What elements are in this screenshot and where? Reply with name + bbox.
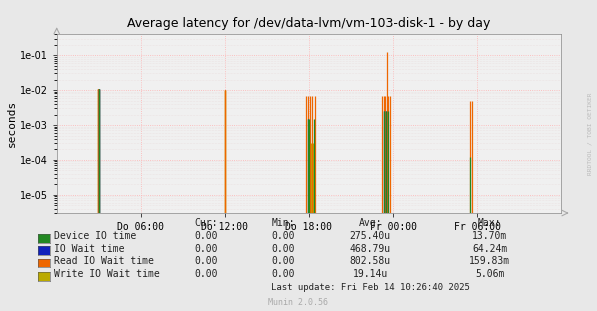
Text: Device IO time: Device IO time bbox=[54, 231, 136, 241]
Text: 0.00: 0.00 bbox=[272, 256, 296, 266]
Y-axis label: seconds: seconds bbox=[7, 100, 17, 147]
Text: 275.40u: 275.40u bbox=[350, 231, 390, 241]
Text: IO Wait time: IO Wait time bbox=[54, 244, 124, 254]
Text: RRDTOOL / TOBI OETIKER: RRDTOOL / TOBI OETIKER bbox=[587, 92, 592, 175]
Text: Read IO Wait time: Read IO Wait time bbox=[54, 256, 153, 266]
Text: 0.00: 0.00 bbox=[194, 231, 218, 241]
Text: 0.00: 0.00 bbox=[194, 244, 218, 254]
Text: 0.00: 0.00 bbox=[194, 256, 218, 266]
Text: Last update: Fri Feb 14 10:26:40 2025: Last update: Fri Feb 14 10:26:40 2025 bbox=[270, 283, 470, 292]
Text: Max:: Max: bbox=[478, 218, 501, 228]
Text: 64.24m: 64.24m bbox=[472, 244, 507, 254]
Text: 0.00: 0.00 bbox=[272, 231, 296, 241]
Text: 0.00: 0.00 bbox=[272, 269, 296, 279]
Text: 159.83m: 159.83m bbox=[469, 256, 510, 266]
Text: 5.06m: 5.06m bbox=[475, 269, 504, 279]
Text: 0.00: 0.00 bbox=[194, 269, 218, 279]
Text: 0.00: 0.00 bbox=[272, 244, 296, 254]
Text: Munin 2.0.56: Munin 2.0.56 bbox=[269, 298, 328, 307]
Title: Average latency for /dev/data-lvm/vm-103-disk-1 - by day: Average latency for /dev/data-lvm/vm-103… bbox=[127, 17, 491, 30]
Text: 19.14u: 19.14u bbox=[352, 269, 388, 279]
Text: 468.79u: 468.79u bbox=[350, 244, 390, 254]
Text: 802.58u: 802.58u bbox=[350, 256, 390, 266]
Text: Min:: Min: bbox=[272, 218, 296, 228]
Text: Write IO Wait time: Write IO Wait time bbox=[54, 269, 159, 279]
Text: Avg:: Avg: bbox=[358, 218, 382, 228]
Text: 13.70m: 13.70m bbox=[472, 231, 507, 241]
Text: Cur:: Cur: bbox=[194, 218, 218, 228]
